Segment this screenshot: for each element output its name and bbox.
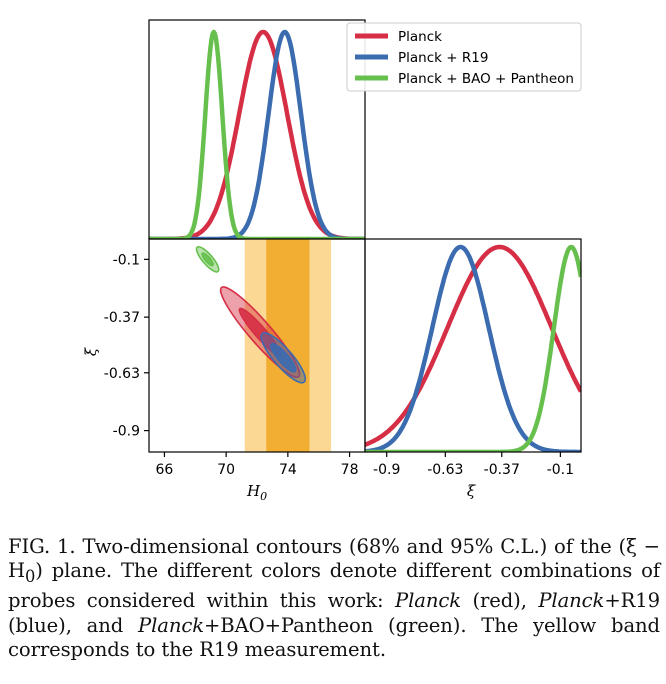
caption-text-2: ) plane. The different colors denote dif…	[8, 559, 660, 613]
xi-curve-planck-r19	[365, 244, 581, 452]
xi-tick-label: -0.37	[104, 310, 140, 326]
xi-marginal-tick-label: -0.37	[484, 462, 520, 478]
h0-tick-label: 78	[341, 462, 359, 478]
h0-tick-label: 66	[156, 462, 174, 478]
y-axis-label-xi: ξ	[82, 347, 100, 356]
figure-caption: FIG. 1. Two-dimensional contours (68% an…	[8, 535, 660, 662]
triangle-plot: Planck Planck + R19 Planck + BAO + Panth…	[82, 19, 582, 503]
legend-label-planck: Planck	[398, 29, 442, 45]
x-axis-label-h0: H0	[246, 482, 267, 503]
h0-curve-planck-r19	[149, 29, 365, 239]
caption-subscript: 0	[25, 567, 36, 587]
caption-text-4: +R19 (blue), and	[8, 589, 661, 637]
legend-label-planck-bao-pantheon: Planck + BAO + Pantheon	[398, 71, 574, 87]
xi-marginal-tick-label: -0.1	[547, 462, 574, 478]
xi-marginal-tick-label: -0.63	[427, 462, 463, 478]
h0-curve-planck-bao-pantheon	[149, 29, 365, 239]
h0-marginal-panel	[148, 19, 366, 240]
xi-tick-label: -0.9	[113, 424, 140, 440]
caption-planck-2: Planck	[538, 589, 605, 613]
xi-tick-label: -0.1	[113, 252, 140, 268]
caption-planck-1: Planck	[395, 589, 461, 613]
x-axis-label-xi: ξ	[467, 482, 476, 500]
caption-planck-3: Planck	[137, 613, 204, 637]
xi-curve-planck-bao-pantheon	[365, 244, 581, 452]
h0-xi-contour-panel: 66 70 74 78 -0.1 -0.37 -0.63 -0.9 H0 ξ	[82, 238, 366, 503]
h0-tick-label: 70	[217, 462, 235, 478]
h0-curve-planck	[149, 29, 365, 239]
contour68-planck-r19	[270, 343, 297, 373]
xi-marginal-panel: -0.9 -0.63 -0.37 -0.1 ξ	[364, 238, 582, 500]
contour68-planck-bao-pantheon	[201, 252, 214, 267]
xi-tick-label: -0.63	[104, 366, 140, 382]
legend: Planck Planck + R19 Planck + BAO + Panth…	[346, 22, 582, 92]
legend-label-planck-r19: Planck + R19	[398, 50, 488, 66]
caption-label: FIG. 1.	[8, 535, 76, 558]
xi-marginal-tick-label: -0.9	[373, 462, 400, 478]
caption-text-1: Two-dimensional contours (68% and 95% C.…	[8, 535, 660, 583]
caption-text-3: (red),	[461, 589, 539, 613]
xi-curve-planck	[365, 244, 581, 447]
h0-tick-label: 74	[279, 462, 297, 478]
caption-text-5: +BAO+Pantheon (green). The yellow band c…	[8, 613, 660, 661]
